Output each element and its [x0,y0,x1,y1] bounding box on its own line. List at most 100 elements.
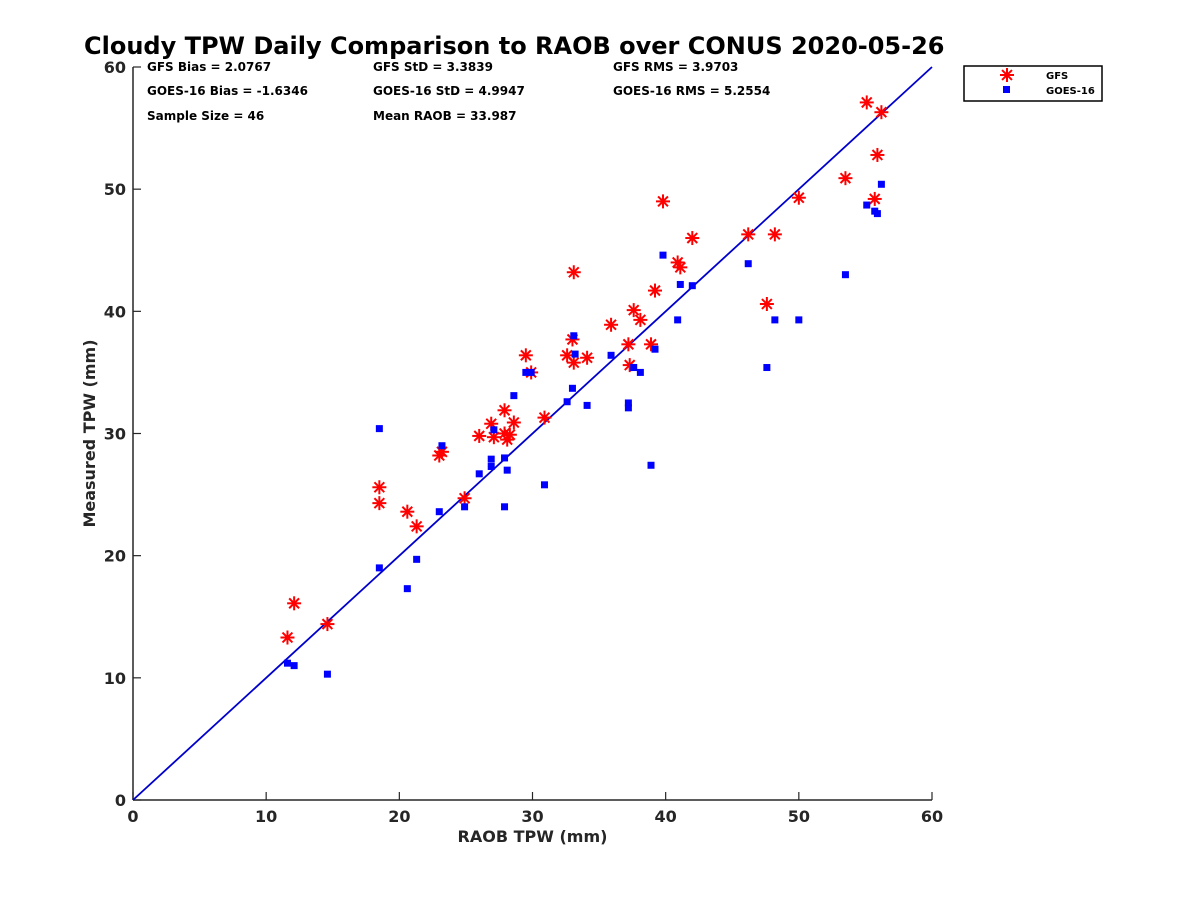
goes16-point [290,662,298,670]
x-tick-label: 0 [127,807,138,826]
gfs-point [580,350,595,365]
x-tick-label: 30 [521,807,543,826]
goes16-point [624,404,632,412]
stat-goes-rms: GOES-16 RMS = 5.2554 [613,84,770,98]
goes16-point [873,210,881,218]
chart-title: Cloudy TPW Daily Comparison to RAOB over… [84,32,944,60]
x-tick-label: 40 [655,807,677,826]
gfs-point [838,171,853,186]
goes16-point [647,461,655,469]
stat-gfs-rms: GFS RMS = 3.9703 [613,60,738,74]
gfs-point [626,303,641,318]
gfs-point [566,265,581,280]
gfs-point [457,491,472,506]
gfs-point [280,630,295,645]
goes16-point [688,282,696,290]
legend-gfs-marker [1000,68,1014,82]
goes16-point [583,401,591,409]
gfs-point [502,427,517,442]
y-tick-label: 0 [115,791,126,810]
y-axis-label: Measured TPW (mm) [80,339,99,527]
gfs-point [537,410,552,425]
x-tick-label: 10 [255,807,277,826]
gfs-point [621,337,636,352]
x-tick-label: 60 [921,807,943,826]
goes16-point [501,454,509,462]
gfs-point [372,480,387,495]
y-tick-label: 20 [104,547,126,566]
goes16-point [624,399,632,407]
gfs-point [859,95,874,110]
gfs-point [287,596,302,611]
gfs-point [518,348,533,363]
legend-goes16-marker [1003,86,1010,93]
goes16-point [571,350,579,358]
goes16-series [283,180,885,678]
goes16-point [501,503,509,511]
gfs-point [409,519,424,534]
stat-goes-std: GOES-16 StD = 4.9947 [373,84,525,98]
x-tick-label: 20 [388,807,410,826]
gfs-point [759,297,774,312]
x-axis-label: RAOB TPW (mm) [458,827,608,846]
goes16-point [863,201,871,209]
goes16-point [403,585,411,593]
goes16-point [841,271,849,279]
goes16-point [527,368,535,376]
goes16-point [570,332,578,340]
gfs-point [372,496,387,511]
goes16-point [763,364,771,372]
goes16-point [503,466,511,474]
gfs-point [648,283,663,298]
legend-gfs-label: GFS [1046,71,1068,82]
gfs-point [767,227,782,242]
goes16-point [563,398,571,406]
goes16-point [490,426,498,434]
y-tick-label: 50 [104,180,126,199]
y-tick-label: 30 [104,425,126,444]
goes16-point [636,368,644,376]
goes16-point [877,180,885,188]
y-tick-label: 10 [104,669,126,688]
stat-mean-raob: Mean RAOB = 33.987 [373,109,517,123]
gfs-point [673,260,688,275]
goes16-point [413,555,421,563]
stat-gfs-std: GFS StD = 3.3839 [373,60,493,74]
one-to-one-reference-line [132,66,933,801]
legend-box [963,65,1103,102]
stat-sample-size: Sample Size = 46 [147,109,264,123]
goes16-point [795,316,803,324]
legend-goes16-label: GOES-16 [1046,86,1095,97]
legend-gfs-asterisk [1000,68,1014,82]
gfs-point [566,355,581,370]
gfs-point [870,147,885,162]
goes16-point [771,316,779,324]
gfs-series [280,95,889,645]
goes16-point [283,659,291,667]
gfs-point [685,231,700,246]
goes16-point [487,462,495,470]
gfs-point [656,194,671,209]
goes16-point [568,384,576,392]
goes16-point [744,260,752,268]
goes16-point [607,351,615,359]
goes16-point [323,670,331,678]
gfs-point [506,415,521,430]
gfs-point [400,504,415,519]
gfs-point [741,227,756,242]
gfs-point [497,403,512,418]
gfs-point [633,312,648,327]
gfs-point [472,428,487,443]
goes16-point [438,442,446,450]
goes16-point [676,280,684,288]
x-axis-ticks: 0 10 20 30 40 50 60 [127,792,943,826]
goes16-point [375,564,383,572]
y-tick-label: 60 [104,58,126,77]
stat-gfs-bias: GFS Bias = 2.0767 [147,60,271,74]
goes16-point [375,425,383,433]
gfs-point [867,191,882,206]
goes16-point [475,470,483,478]
goes16-point [630,364,638,372]
legend: GFS GOES-16 [963,65,1103,102]
stats-block: GFS Bias = 2.0767 GFS StD = 3.3839 GFS R… [147,60,770,123]
